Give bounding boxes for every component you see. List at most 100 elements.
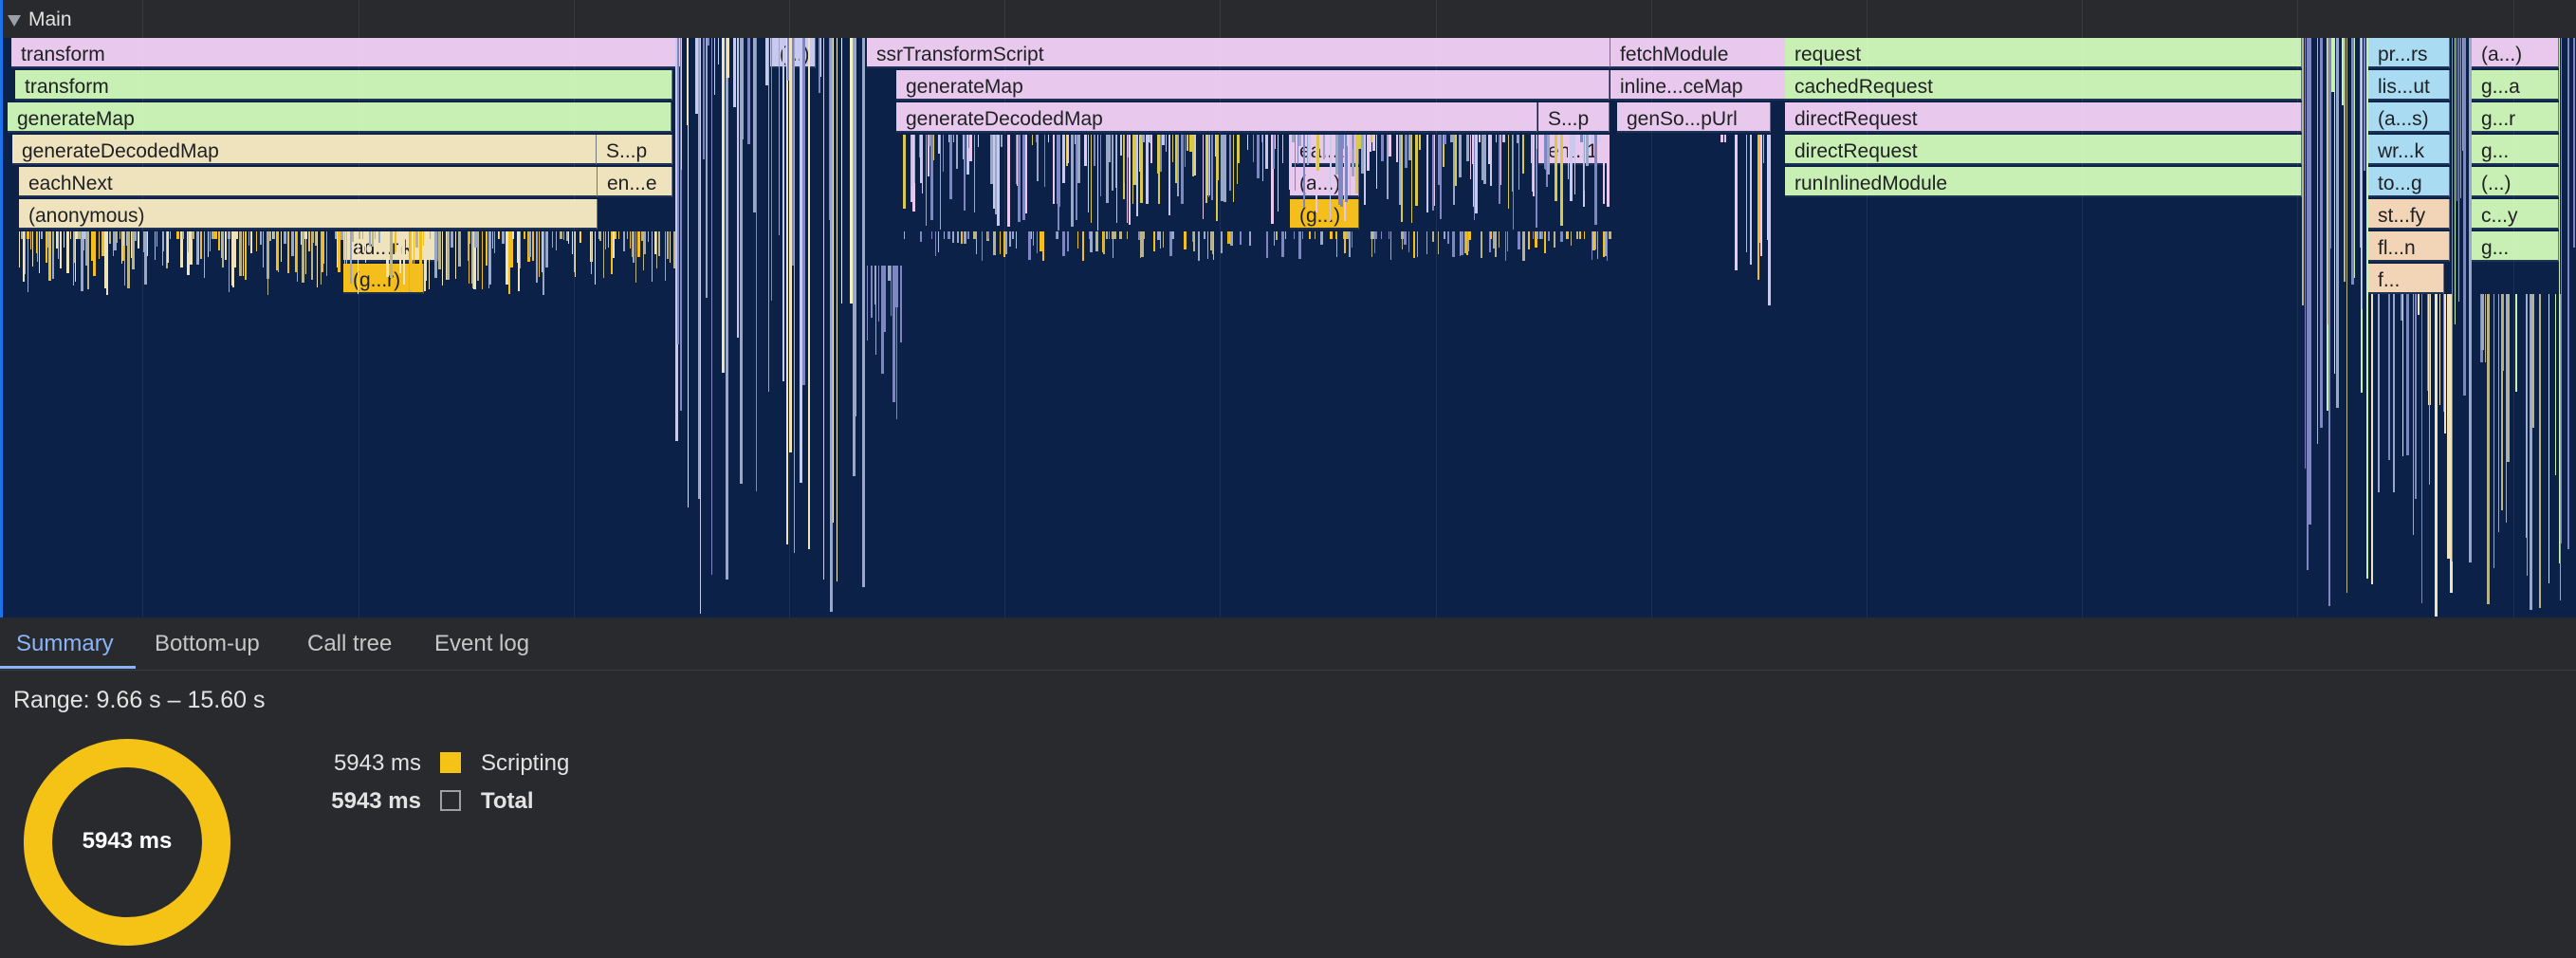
flame-block[interactable]: ssrTransformScript bbox=[867, 38, 1610, 68]
flame-stripe bbox=[1129, 135, 1131, 225]
flame-stripe bbox=[944, 231, 945, 239]
flame-block[interactable]: c...y bbox=[2472, 199, 2559, 230]
flame-stripe bbox=[2455, 38, 2456, 324]
flame-block[interactable]: lis...ut bbox=[2368, 70, 2450, 101]
flame-stripe bbox=[765, 38, 768, 85]
flame-block[interactable]: fetchModule bbox=[1610, 38, 1786, 68]
flame-block[interactable]: runInlinedModule bbox=[1785, 167, 2302, 197]
flame-stripe bbox=[1426, 135, 1428, 212]
flame-block[interactable]: fl...n bbox=[2368, 231, 2450, 262]
tab-event-log[interactable]: Event log bbox=[434, 631, 530, 656]
flame-stripe bbox=[498, 231, 499, 239]
flame-stripe bbox=[256, 231, 257, 251]
flame-block[interactable]: directRequest bbox=[1785, 135, 2302, 165]
flame-stripe bbox=[386, 231, 389, 277]
flame-stripe bbox=[1114, 231, 1116, 239]
flame-block[interactable]: g... bbox=[2472, 231, 2559, 262]
flame-stripe bbox=[943, 135, 944, 172]
flame-block[interactable]: generateDecodedMap bbox=[896, 102, 1537, 133]
flame-block[interactable]: wr...k bbox=[2368, 135, 2450, 165]
flame-stripe bbox=[552, 231, 553, 248]
flame-block[interactable]: directRequest bbox=[1785, 102, 2302, 133]
flame-block[interactable]: f... bbox=[2368, 264, 2444, 294]
flame-block-label: ssrTransformScript bbox=[876, 44, 1044, 65]
flame-block[interactable]: (a...s) bbox=[2368, 102, 2450, 133]
flame-block[interactable]: S...p bbox=[1538, 102, 1610, 133]
flame-stripe bbox=[1413, 231, 1415, 258]
flame-stripe bbox=[536, 231, 538, 283]
flame-stripe bbox=[726, 38, 728, 580]
flame-stripe bbox=[41, 231, 43, 239]
flame-block[interactable]: S...p bbox=[597, 135, 672, 165]
flame-stripe bbox=[2509, 294, 2510, 322]
flame-stripe bbox=[753, 38, 756, 212]
flame-block[interactable]: transform bbox=[11, 38, 681, 68]
flame-stripe bbox=[1221, 135, 1224, 201]
flame-stripe bbox=[1507, 231, 1508, 251]
flame-stripe bbox=[976, 231, 977, 254]
tab-call-tree[interactable]: Call tree bbox=[307, 631, 393, 656]
flame-chart[interactable]: Main transform transform generateMap genera… bbox=[0, 0, 2576, 617]
flame-block[interactable]: to...g bbox=[2368, 167, 2450, 197]
flame-stripe bbox=[218, 231, 220, 250]
flame-stripe bbox=[615, 231, 616, 239]
flame-block[interactable]: transform bbox=[15, 70, 672, 101]
flame-block[interactable]: en...e bbox=[598, 167, 672, 197]
flame-block[interactable]: st...fy bbox=[2368, 199, 2450, 230]
flame-stripe bbox=[1330, 231, 1333, 239]
flame-block[interactable]: g... bbox=[2472, 135, 2559, 165]
flame-stripe bbox=[2503, 294, 2504, 371]
flame-stripe bbox=[305, 231, 306, 274]
flame-stripe bbox=[1016, 135, 1017, 184]
flame-block[interactable]: (g...) bbox=[1290, 199, 1359, 230]
flame-block[interactable]: g...a bbox=[2472, 70, 2559, 101]
flame-stripe bbox=[37, 231, 38, 262]
flame-stripe bbox=[39, 231, 40, 273]
flame-block[interactable]: pr...rs bbox=[2368, 38, 2450, 68]
flame-block[interactable]: generateMap bbox=[8, 102, 672, 133]
tab-bottom-up[interactable]: Bottom-up bbox=[155, 631, 260, 656]
flame-block-label: S...p bbox=[606, 140, 648, 162]
flame-stripe bbox=[1213, 231, 1214, 260]
flame-block-label: g...a bbox=[2481, 76, 2520, 98]
flame-block-label: (g...) bbox=[1299, 205, 1341, 227]
flame-stripe bbox=[874, 266, 875, 304]
flame-stripe bbox=[1082, 231, 1084, 261]
flame-block[interactable]: g...r bbox=[2472, 102, 2559, 133]
flame-block[interactable]: cachedRequest bbox=[1785, 70, 2302, 101]
flame-stripe bbox=[2328, 38, 2330, 606]
flame-stripe bbox=[23, 231, 25, 282]
summary-donut-chart bbox=[24, 739, 230, 946]
collapse-triangle-icon[interactable] bbox=[8, 15, 21, 27]
flame-block-label: g...r bbox=[2481, 108, 2516, 130]
flame-block[interactable]: request bbox=[1785, 38, 2302, 68]
flame-block[interactable]: inline...ceMap bbox=[1610, 70, 1786, 101]
flame-stripe bbox=[1009, 231, 1011, 247]
flame-stripe bbox=[998, 135, 999, 191]
flame-stripe bbox=[627, 231, 628, 239]
flame-stripe bbox=[969, 135, 972, 161]
flame-stripe bbox=[1275, 135, 1276, 149]
flame-stripe bbox=[344, 231, 345, 267]
flame-block[interactable]: eachNext bbox=[19, 167, 598, 197]
flame-stripe bbox=[190, 231, 193, 265]
flame-block[interactable]: generateMap bbox=[896, 70, 1610, 101]
time-gridline bbox=[142, 0, 143, 617]
flame-stripe bbox=[419, 231, 422, 291]
flame-block[interactable]: (...) bbox=[2472, 167, 2559, 197]
flame-stripe bbox=[116, 231, 118, 243]
main-track-header[interactable]: Main bbox=[0, 0, 2576, 38]
flame-block-label: generateMap bbox=[17, 108, 135, 130]
flame-stripe bbox=[1396, 135, 1398, 162]
flame-stripe bbox=[1505, 231, 1506, 261]
flame-block[interactable]: (anonymous) bbox=[19, 199, 598, 230]
tab-summary[interactable]: Summary bbox=[16, 631, 114, 656]
flame-stripe bbox=[1495, 231, 1497, 257]
flame-stripe bbox=[1548, 231, 1550, 241]
flame-block[interactable]: generateDecodedMap bbox=[12, 135, 597, 165]
flame-stripe bbox=[369, 231, 371, 247]
flame-stripe bbox=[1109, 231, 1110, 239]
flame-block[interactable]: (a...) bbox=[2472, 38, 2559, 68]
flame-stripe bbox=[695, 38, 698, 114]
flame-block[interactable]: genSo...pUrl bbox=[1617, 102, 1771, 133]
